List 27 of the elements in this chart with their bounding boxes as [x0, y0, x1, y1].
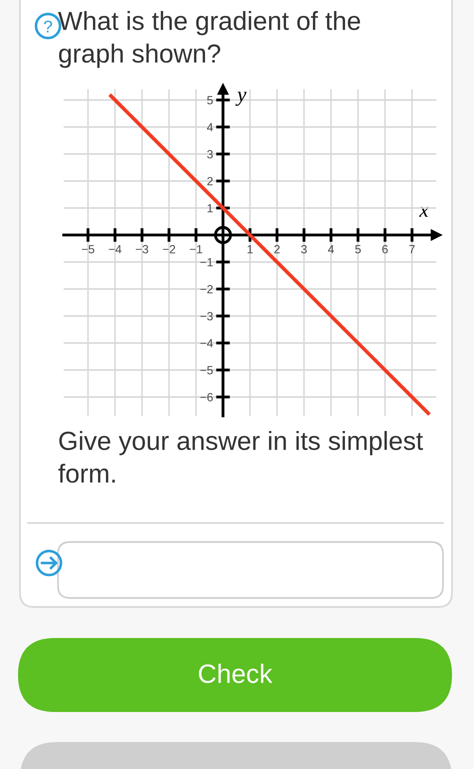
y-tick-label: 1 — [208, 204, 213, 212]
y-tick-label: −4 — [200, 339, 213, 348]
y-tick-label: 4 — [206, 123, 213, 132]
x-tick-label: 5 — [355, 245, 361, 254]
x-tick-label: −5 — [82, 245, 94, 254]
x-tick-label: 1 — [248, 245, 253, 254]
x-tick-label: 4 — [328, 245, 334, 254]
chart-title: What is the gradient of the graph shown? — [58, 11, 360, 68]
y-tick-label: −2 — [200, 285, 213, 294]
text: Give your answer in its simplest form. — [58, 431, 423, 483]
x-tick-label: 6 — [382, 245, 388, 254]
y-axis-title: y — [235, 92, 246, 106]
y-tick-label: 5 — [207, 96, 213, 104]
x-tick-label: 7 — [409, 245, 415, 254]
x-tick-label: −1 — [190, 245, 202, 254]
x-tick-label: −3 — [136, 245, 148, 254]
y-tick-label: 2 — [207, 177, 213, 186]
y-tick-label: −5 — [200, 366, 213, 374]
y-tick-label: −6 — [200, 393, 213, 402]
x-tick-label: 3 — [301, 245, 307, 254]
x-tick-label: −4 — [108, 245, 122, 254]
y-tick-label: −1 — [200, 258, 213, 266]
x-tick-label: −2 — [162, 245, 176, 254]
y-tick-label: 3 — [207, 150, 213, 158]
x-tick-label: 2 — [274, 245, 280, 254]
text: Check — [198, 664, 272, 684]
y-tick-label: −3 — [200, 312, 213, 320]
